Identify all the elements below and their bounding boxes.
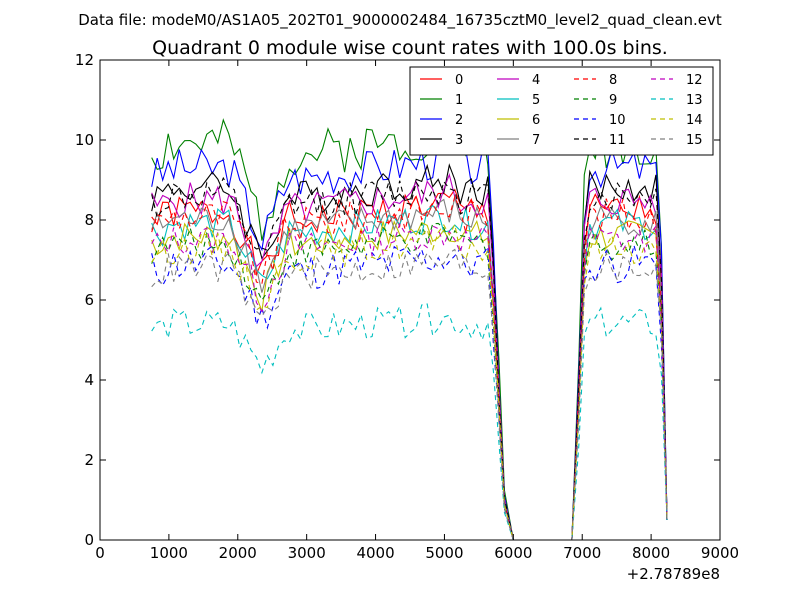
- x-tick-label: 8000: [632, 544, 670, 562]
- legend-label-13: 13: [686, 93, 703, 108]
- x-tick-label: 5000: [425, 544, 463, 562]
- series-line-14: [151, 222, 668, 540]
- x-tick-label: 7000: [563, 544, 601, 562]
- legend-label-10: 10: [609, 113, 626, 128]
- legend-label-4: 4: [532, 73, 540, 88]
- series-line-10: [151, 244, 668, 540]
- legend-label-6: 6: [532, 113, 540, 128]
- legend-label-2: 2: [455, 113, 463, 128]
- legend-label-8: 8: [609, 73, 617, 88]
- legend-box: [409, 66, 714, 156]
- y-tick-label: 12: [75, 51, 94, 69]
- legend-label-1: 1: [455, 93, 463, 108]
- legend-label-3: 3: [455, 133, 463, 148]
- series-line-3: [151, 163, 668, 540]
- series-line-13: [151, 303, 668, 540]
- x-tick-label: 6000: [494, 544, 532, 562]
- legend-label-12: 12: [686, 73, 703, 88]
- x-tick-label: 1000: [150, 544, 188, 562]
- legend-label-11: 11: [609, 133, 626, 148]
- x-tick-label: 9000: [701, 544, 739, 562]
- y-tick-label: 10: [75, 131, 94, 149]
- series-line-9: [151, 222, 668, 540]
- legend-label-9: 9: [609, 93, 617, 108]
- legend-label-7: 7: [532, 133, 540, 148]
- series-line-5: [151, 204, 668, 540]
- series-line-15: [151, 248, 668, 540]
- legend-label-14: 14: [686, 113, 703, 128]
- legend-label-0: 0: [455, 73, 463, 88]
- x-tick-label: 2000: [219, 544, 257, 562]
- y-tick-label: 0: [84, 531, 94, 549]
- x-tick-label: 4000: [356, 544, 394, 562]
- y-tick-label: 6: [84, 291, 94, 309]
- x-offset-label: +2.78789e8: [627, 565, 720, 583]
- chart-title: Quadrant 0 module wise count rates with …: [152, 37, 668, 59]
- series-line-0: [151, 188, 668, 540]
- y-tick-label: 2: [84, 451, 94, 469]
- series-layer: [151, 118, 668, 540]
- figure-suptitle: Data file: modeM0/AS1A05_202T01_90000024…: [78, 11, 722, 30]
- series-line-12: [151, 222, 668, 540]
- series-line-11: [151, 176, 668, 540]
- series-line-4: [151, 172, 668, 540]
- axes: 0 1000 2000 3000 4000 5000 6000 7000 8000 9000 0 2 4…: [75, 51, 739, 562]
- y-tick-label: 4: [84, 371, 94, 389]
- series-line-6: [151, 219, 668, 540]
- x-tick-label: 0: [95, 544, 105, 562]
- series-line-2: [151, 140, 668, 540]
- legend-label-5: 5: [532, 93, 540, 108]
- legend-label-15: 15: [686, 133, 703, 148]
- y-tick-label: 8: [84, 211, 94, 229]
- x-tick-label: 3000: [288, 544, 326, 562]
- series-line-8: [151, 193, 668, 540]
